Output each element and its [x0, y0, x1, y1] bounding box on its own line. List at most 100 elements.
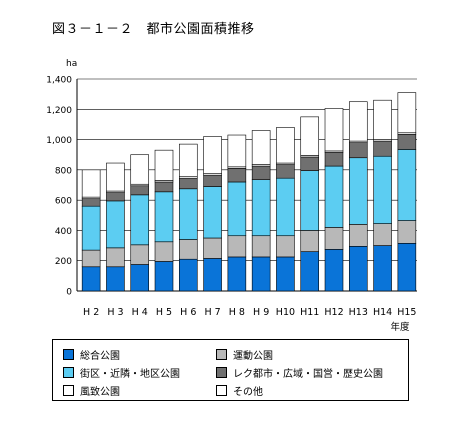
y-axis-unit: ha [66, 59, 77, 69]
bar-segment [300, 230, 320, 252]
bar-segment [373, 245, 392, 292]
x-tick-label: H15 [397, 307, 416, 318]
legend-swatch [216, 367, 227, 378]
legend-label: 運動公園 [233, 351, 273, 362]
bar-segment [397, 92, 417, 134]
bar-segment [373, 155, 392, 224]
bar-segment [130, 185, 150, 196]
bar-segment [81, 169, 101, 198]
legend-swatch [63, 349, 74, 360]
x-tick-label: H 6 [180, 307, 196, 318]
bar-segment [130, 244, 150, 265]
bar-segment [106, 200, 125, 249]
bar-segment [227, 256, 247, 292]
legend-label: 風致公園 [80, 387, 120, 398]
x-tick-label: H13 [349, 307, 368, 318]
x-tick-label: H12 [324, 307, 343, 318]
bar-segment [203, 174, 222, 187]
bar-segment [251, 179, 271, 237]
bar-segment [154, 261, 174, 292]
x-tick-label: H10 [276, 307, 295, 318]
bar-segment [130, 194, 150, 246]
bar-segment [324, 108, 344, 152]
figure-title: 図３－１－２ 都市公園面積推移 [52, 22, 255, 37]
x-tick-label: H 2 [83, 307, 99, 318]
legend-item-undo: 運動公園 [216, 347, 273, 362]
legend-label: 街区・近隣・地区公園 [80, 369, 180, 380]
legend-item-fuchi: 風致公園 [63, 383, 120, 398]
bar-segment [251, 130, 271, 165]
bar-segment [179, 258, 198, 292]
bar-segment [397, 243, 417, 292]
legend-label: レク都市・広域・国営・歴史公園 [233, 369, 383, 380]
bar-segment [227, 235, 247, 258]
bar-segment [373, 140, 392, 157]
stacked-bar-chart: ha 0 200 400 600 800 1,000 1,200 1,400 H 2 H 3 H 4 H… [46, 59, 417, 333]
bar-segment [154, 241, 174, 262]
bar-segment [276, 164, 295, 179]
bar-segment [106, 266, 125, 292]
bar-segment [324, 152, 344, 167]
legend-label: その他 [233, 387, 263, 398]
bar-segment [348, 142, 368, 159]
y-tick-label: 600 [55, 197, 72, 207]
legend-label: 総合公園 [80, 351, 120, 362]
bar-segment [130, 154, 150, 185]
bar-segment [81, 249, 101, 268]
bar-segment [154, 191, 174, 243]
y-tick-label: 1,400 [46, 76, 72, 86]
bar-segment [227, 134, 247, 168]
bar-segment [106, 162, 125, 192]
bar-segment [251, 235, 271, 258]
legend-swatch [216, 349, 227, 360]
bar-segment [203, 186, 222, 239]
bar-segment [130, 264, 150, 292]
legend-box: 総合公園 運動公園 街区・近隣・地区公園 レク都市・広域・国営・歴史公園 風致公… [52, 339, 409, 401]
y-tick-label: 800 [55, 166, 72, 176]
x-tick-label: H 7 [204, 307, 220, 318]
bar-segment [397, 220, 417, 244]
y-tick-label: 400 [55, 227, 72, 237]
bar-segment [300, 170, 320, 231]
bar-segment [227, 181, 247, 237]
bar-segment [348, 157, 368, 225]
bar-segment [154, 181, 174, 193]
x-tick-label: H 4 [132, 307, 148, 318]
bar-segment [227, 168, 247, 183]
bar-segment [324, 227, 344, 250]
bar-segment [81, 266, 101, 292]
legend-swatch [63, 367, 74, 378]
bar-segment [81, 205, 101, 251]
bar-segment [251, 165, 271, 180]
bar-segment [348, 101, 368, 142]
bar-segment [81, 198, 101, 207]
bar-segment [373, 99, 392, 140]
legend-swatch [63, 385, 74, 396]
bar-segment [154, 149, 174, 181]
bar-segment [179, 143, 198, 177]
y-tick-label: 1,000 [46, 136, 72, 146]
bar-segment [179, 239, 198, 260]
y-tick-label: 0 [66, 288, 72, 298]
x-axis-suffix: 年度 [390, 321, 410, 333]
legend-item-sonota: その他 [216, 383, 263, 398]
bar-segment [373, 223, 392, 246]
bar-segment [203, 258, 222, 292]
bar-segment [397, 133, 417, 150]
bar-segment [179, 188, 198, 240]
bar-segment [348, 224, 368, 247]
legend-swatch [216, 385, 227, 396]
x-tick-label: H 3 [107, 307, 123, 318]
bar-segment [324, 165, 344, 228]
bar-segment [276, 235, 295, 258]
bar-segment [179, 177, 198, 190]
x-tick-label: H11 [300, 307, 319, 318]
x-tick-label: H 9 [253, 307, 269, 318]
bar-segment [300, 156, 320, 171]
y-tick-label: 200 [55, 257, 72, 267]
bar-segment [251, 256, 271, 292]
bar-segment [348, 246, 368, 292]
legend-item-reku: レク都市・広域・国営・歴史公園 [216, 365, 383, 380]
y-tick-label: 1,200 [46, 106, 72, 116]
bar-segment [203, 237, 222, 259]
